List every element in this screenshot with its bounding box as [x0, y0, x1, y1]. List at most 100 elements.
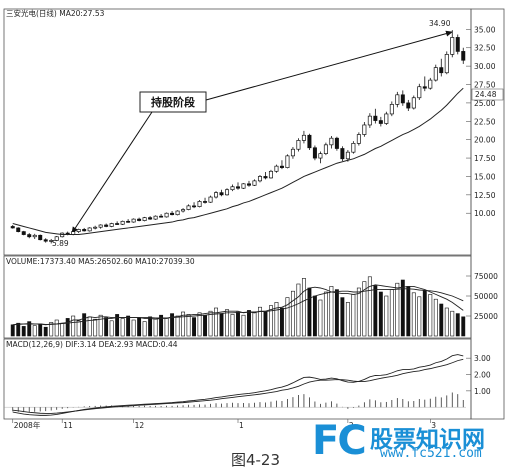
price-axis-tick-label: 20.00: [474, 136, 496, 145]
volume-bar: [389, 289, 394, 337]
candle-body: [159, 215, 164, 218]
volume-bar: [148, 316, 153, 337]
volume-bar: [329, 286, 334, 337]
watermark-site-name: 股票知识网: [370, 427, 485, 453]
candle-body: [268, 170, 273, 179]
candle-body: [345, 151, 350, 160]
volume-bar: [197, 312, 202, 337]
candle-body: [422, 86, 427, 89]
candle-body: [98, 224, 103, 228]
candle-body: [439, 67, 444, 74]
candle-body: [104, 224, 109, 227]
volume-bar: [109, 320, 114, 337]
figure-caption: 图4-23: [230, 451, 281, 469]
candle-body: [241, 183, 246, 189]
candle-body: [87, 227, 92, 232]
volume-bar: [98, 314, 103, 337]
candle-body: [301, 134, 306, 141]
volume-bar: [214, 307, 218, 337]
annotation-box: [139, 91, 207, 113]
volume-bar: [164, 318, 169, 337]
volume-bar: [192, 317, 196, 337]
macd-dea-line: [12, 358, 464, 414]
candle-body: [395, 94, 400, 105]
volume-bar: [301, 278, 306, 337]
candle-body: [82, 229, 87, 232]
volume-bar: [417, 296, 422, 337]
candle-body: [76, 229, 81, 232]
candle-body: [175, 210, 180, 216]
candle-body: [115, 223, 120, 225]
volume-bar: [356, 287, 361, 337]
volume-bar: [362, 281, 367, 337]
volume-bar: [367, 276, 372, 337]
volume-bar: [274, 302, 279, 337]
volume-bar: [153, 318, 158, 337]
candle-body: [362, 124, 367, 135]
volume-bar: [10, 324, 15, 337]
x-axis-tick-label: 2008年: [14, 420, 41, 430]
volume-bar: [126, 315, 131, 337]
candle-body: [197, 201, 202, 207]
price-axis-tick-label: 27.50: [474, 81, 496, 90]
candle-body: [170, 212, 175, 216]
volume-bar: [290, 290, 295, 337]
candle-body: [236, 186, 240, 189]
candle-body: [373, 115, 378, 121]
volume-bar: [87, 316, 92, 337]
volume-bar: [345, 302, 350, 337]
low-price-label: 5.89: [52, 239, 69, 248]
volume-bar: [351, 294, 356, 337]
volume-bar: [225, 309, 229, 337]
candle-body: [406, 102, 411, 109]
candle-body: [164, 212, 169, 218]
candle-body: [10, 226, 15, 229]
candle-body: [148, 217, 153, 220]
volume-bar: [269, 305, 273, 337]
volume-bar: [252, 312, 257, 337]
candle-body: [27, 234, 32, 238]
volume-bar: [137, 317, 142, 337]
ma20-line: [12, 87, 464, 236]
volume-bar: [263, 310, 268, 337]
last-price-label: 24.48: [475, 90, 497, 99]
candle-body: [142, 217, 147, 221]
volume-bar: [280, 307, 284, 337]
price-axis-tick-label: 25.00: [474, 99, 496, 108]
volume-bar: [334, 289, 339, 337]
candle-body: [274, 165, 279, 172]
volume-bar: [186, 314, 191, 337]
x-axis-tick-label: 11: [63, 421, 73, 430]
arrow-to-low: [71, 111, 153, 234]
candle-body: [400, 94, 405, 104]
candle-body: [318, 153, 323, 159]
arrow-to-high: [205, 30, 453, 101]
candle-body: [49, 240, 54, 242]
volume-bar: [307, 287, 312, 337]
x-axis-tick-label: 1: [239, 421, 244, 430]
candle-body: [389, 104, 394, 115]
volume-bar: [27, 321, 32, 337]
volume-bar: [54, 319, 59, 337]
volume-bar: [236, 311, 240, 337]
macd-axis-tick-label: 2.00: [474, 371, 491, 380]
candle-body: [109, 223, 114, 227]
price-axis-tick-label: 15.00: [474, 172, 496, 181]
candle-body: [192, 205, 197, 208]
volume-bar: [159, 314, 164, 337]
candle-body: [444, 54, 449, 74]
candle-body: [214, 192, 219, 198]
candle-body: [208, 196, 213, 203]
volume-bar: [400, 279, 405, 337]
macd-axis-tick-label: 3.00: [474, 354, 491, 363]
volume-header: VOLUME:17373.40 MA5:26502.60 MA10:27039.…: [6, 257, 195, 266]
volume-bar: [93, 318, 98, 337]
candle-body: [225, 189, 230, 196]
price-axis-tick-label: 10.00: [474, 209, 496, 218]
volume-bar: [230, 314, 235, 337]
volume-bar: [373, 285, 378, 337]
candle-body: [186, 205, 191, 210]
candle-body: [428, 79, 433, 89]
watermark-url: www.fc521.com: [380, 446, 482, 461]
